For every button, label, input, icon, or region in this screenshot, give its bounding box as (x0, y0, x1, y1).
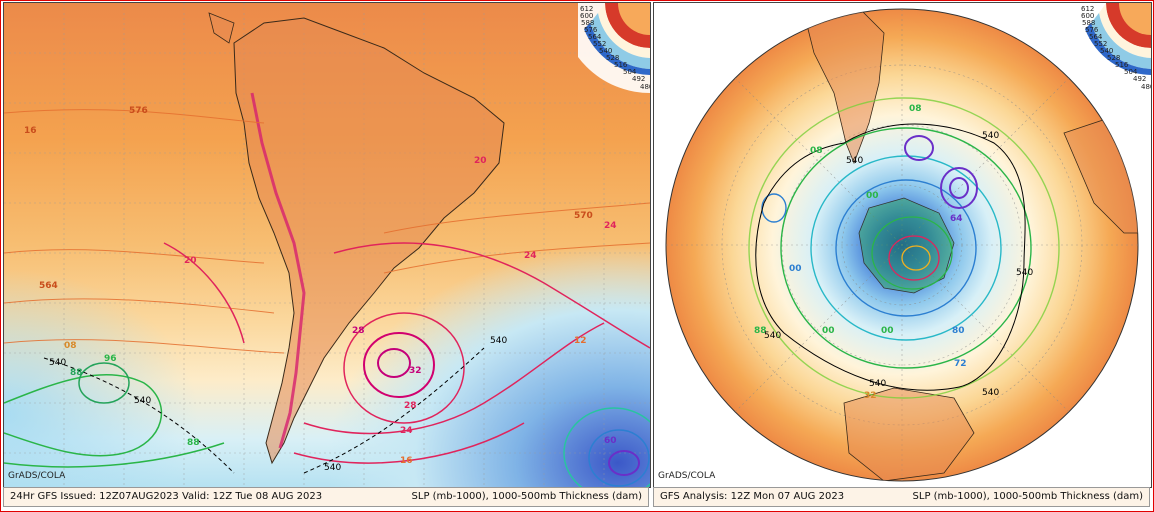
svg-text:516: 516 (1115, 61, 1129, 69)
slp-label: 96 (104, 354, 117, 364)
svg-text:492: 492 (632, 75, 645, 83)
south-america-map: 576 570 564 16 20 20 24 24 28 32 28 24 1… (4, 3, 650, 487)
svg-text:588: 588 (581, 19, 594, 27)
svg-text:480: 480 (1141, 83, 1151, 91)
slp-label: 28 (404, 401, 417, 411)
slp-label: 00 (822, 326, 835, 336)
svg-text:576: 576 (1085, 26, 1099, 34)
slp-label: 80 (952, 326, 965, 336)
thickness-540-label: 540 (982, 388, 999, 398)
forecast-valid-label: 24Hr GFS Issued: 12Z07AUG2023 Valid: 12Z… (10, 491, 323, 502)
south-america-map-panel: 576 570 564 16 20 20 24 24 28 32 28 24 1… (3, 2, 651, 488)
right-panel-footer: GFS Analysis: 12Z Mon 07 AUG 2023 SLP (m… (653, 487, 1150, 507)
svg-text:528: 528 (606, 54, 619, 62)
thickness-540-label: 540 (324, 463, 341, 473)
thickness-540-line (43, 347, 485, 474)
svg-text:588: 588 (1082, 19, 1095, 27)
circumpolar-slp-contours (748, 97, 1060, 399)
svg-text:564: 564 (588, 33, 602, 41)
thickness-label: 576 (129, 106, 148, 116)
map-credit: GrADS/COLA (8, 471, 66, 481)
svg-text:612: 612 (1081, 5, 1094, 13)
slp-label: 88 (187, 438, 200, 448)
field-description: SLP (mb-1000), 1000-500mb Thickness (dam… (411, 491, 642, 502)
map-credit: GrADS/COLA (658, 471, 716, 481)
central-america-landmass (208, 12, 235, 44)
slp-label: 20 (474, 156, 487, 166)
antarctic-slp-contours (871, 216, 953, 290)
svg-text:504: 504 (623, 68, 637, 76)
thickness-540-label: 540 (490, 336, 507, 346)
slp-label: 08 (64, 341, 77, 351)
analysis-time-label: GFS Analysis: 12Z Mon 07 AUG 2023 (660, 491, 845, 502)
svg-text:492: 492 (1133, 75, 1146, 83)
svg-text:552: 552 (593, 40, 606, 48)
slp-label: 32 (409, 366, 422, 376)
slp-high-contours (163, 242, 650, 464)
thickness-540-label: 540 (764, 331, 781, 341)
thickness-label: 570 (574, 211, 593, 221)
svg-text:576: 576 (584, 26, 598, 34)
slp-label: 72 (954, 359, 967, 369)
thickness-540-label: 540 (1016, 268, 1033, 278)
andes-high-pressure-ridge (250, 92, 306, 449)
slp-label: 12 (574, 336, 587, 346)
slp-label: 00 (789, 264, 802, 274)
slp-low-contours (4, 362, 650, 487)
slp-label: 32 (864, 391, 877, 401)
svg-text:600: 600 (1081, 12, 1094, 20)
south-america-landmass (803, 9, 885, 165)
svg-text:504: 504 (1124, 68, 1138, 76)
legend-labels: 612 600 588 576 564 552 540 528 516 504 … (1081, 5, 1151, 91)
svg-text:540: 540 (1100, 47, 1113, 55)
svg-text:552: 552 (1094, 40, 1107, 48)
color-legend: 612 600 588 576 564 552 540 528 516 504 … (1079, 3, 1151, 93)
slp-label: 08 (909, 104, 922, 114)
thickness-540-label: 540 (49, 358, 66, 368)
slp-label: 24 (524, 251, 537, 261)
slp-label: 28 (352, 326, 365, 336)
left-panel-footer: 24Hr GFS Issued: 12Z07AUG2023 Valid: 12Z… (3, 487, 649, 507)
polar-grid (666, 9, 1138, 481)
slp-label: 88 (754, 326, 767, 336)
svg-text:600: 600 (580, 12, 593, 20)
thickness-540-label: 540 (846, 156, 863, 166)
southern-hemisphere-map-panel: 08 08 00 00 00 88 80 64 00 72 32 540 540… (653, 2, 1152, 488)
southern-hemisphere-map: 08 08 00 00 00 88 80 64 00 72 32 540 540… (665, 8, 1139, 482)
slp-label: 20 (184, 256, 197, 266)
slp-label: 60 (604, 436, 617, 446)
svg-text:564: 564 (1089, 33, 1103, 41)
color-legend: 612 600 588 576 564 552 540 528 516 504 … (578, 3, 650, 93)
polar-contour-labels: 08 08 00 00 00 88 80 64 00 72 32 540 540… (754, 104, 1033, 401)
svg-text:528: 528 (1107, 54, 1120, 62)
slp-label: 24 (604, 221, 617, 231)
thickness-540-label: 540 (869, 379, 886, 389)
slp-label: 00 (866, 191, 879, 201)
slp-label: 64 (950, 214, 963, 224)
australia-landmass (843, 387, 975, 481)
field-description: SLP (mb-1000), 1000-500mb Thickness (dam… (912, 491, 1143, 502)
thickness-540-line (755, 123, 1026, 391)
slp-label: 16 (24, 126, 37, 136)
thickness-540-label: 540 (982, 131, 999, 141)
thickness-label: 564 (39, 281, 58, 291)
svg-text:516: 516 (614, 61, 628, 69)
slp-label: 00 (881, 326, 894, 336)
south-america-landmass (233, 17, 505, 465)
slp-label: 24 (400, 426, 413, 436)
thickness-540-label: 540 (134, 396, 151, 406)
slp-label: 88 (70, 368, 83, 378)
thickness-contours (4, 109, 650, 354)
slp-label: 16 (400, 456, 413, 466)
svg-text:480: 480 (640, 83, 650, 91)
contour-labels: 576 570 564 16 20 20 24 24 28 32 28 24 1… (24, 106, 617, 473)
legend-labels: 612 600 588 576 564 552 540 528 516 504 … (580, 5, 650, 91)
svg-text:612: 612 (580, 5, 593, 13)
slp-label: 08 (810, 146, 823, 156)
svg-text:540: 540 (599, 47, 612, 55)
